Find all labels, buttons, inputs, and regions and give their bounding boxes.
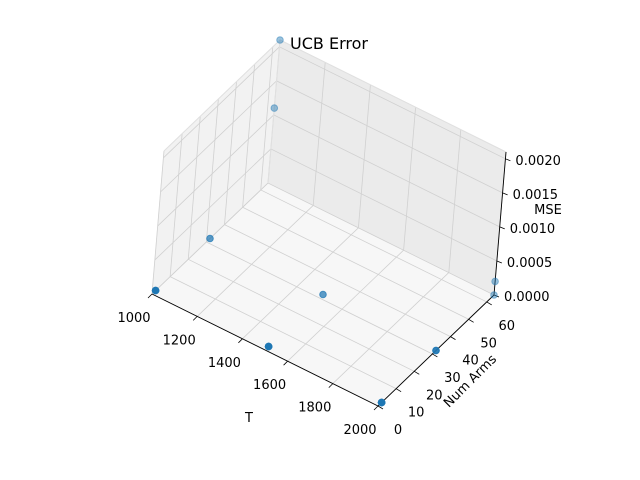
tick-label-x: 1400 <box>208 356 241 371</box>
data-point <box>490 291 498 299</box>
grid-line-z <box>279 46 506 160</box>
tick-label-y: 10 <box>408 406 425 421</box>
grid-line-x <box>358 84 371 228</box>
tick-label-z: 0.0000 <box>504 290 550 305</box>
tick-label-z: 0.0020 <box>515 154 561 169</box>
grid-line-x <box>312 62 326 206</box>
grid-line-z <box>154 148 272 261</box>
tick-x <box>192 316 198 321</box>
tick-label-x: 1600 <box>253 378 286 393</box>
tick-label-y: 50 <box>480 336 497 351</box>
grid-line-x <box>287 249 404 362</box>
grid-line-z <box>276 80 503 194</box>
grid-lines <box>151 39 507 407</box>
tick-z <box>496 260 503 264</box>
tick-y <box>414 370 420 375</box>
grid-line-y <box>169 276 397 390</box>
grid-line-y <box>260 189 487 303</box>
tick-y <box>377 405 384 410</box>
grid-line-y <box>224 81 237 225</box>
tick-label-y: 30 <box>444 371 461 386</box>
data-point <box>377 398 386 407</box>
tick-x <box>283 360 288 366</box>
x-axis-line <box>151 293 379 407</box>
data-point <box>276 36 284 44</box>
grid-line-z <box>163 46 280 159</box>
grid-line-y <box>206 241 433 355</box>
grid-line-x <box>242 227 359 340</box>
tick-y <box>450 336 456 340</box>
grid-line-x <box>196 205 314 317</box>
tick-label-x: 1000 <box>117 311 150 326</box>
grid-line-z <box>267 182 495 296</box>
data-point <box>264 342 273 351</box>
grid-line-y <box>188 258 415 372</box>
tick-y <box>432 353 438 358</box>
data-points <box>151 36 499 407</box>
tick-x <box>373 405 379 411</box>
x-axis-title: T <box>244 411 253 426</box>
grid-line-z <box>160 80 277 193</box>
grid-line-z <box>157 114 274 227</box>
data-point <box>151 286 160 295</box>
grid-line-x <box>332 272 450 384</box>
tick-label-y: 60 <box>498 319 515 334</box>
tick-label-x: 1200 <box>163 333 196 348</box>
data-point <box>206 234 214 243</box>
grid-line-y <box>260 46 274 190</box>
chart-title: UCB Error <box>290 34 368 53</box>
tick-x <box>328 383 334 388</box>
tick-z <box>493 294 500 298</box>
data-point <box>432 346 440 355</box>
tick-x <box>147 293 153 299</box>
tick-label-z: 0.0005 <box>507 256 553 271</box>
tick-label-y: 20 <box>426 388 443 403</box>
grid-line-z <box>273 114 500 228</box>
tick-label-z: 0.0015 <box>513 188 559 203</box>
grid-line-y <box>151 150 165 295</box>
data-point <box>491 277 499 286</box>
tick-y <box>486 301 492 306</box>
data-point <box>270 104 279 112</box>
pane-edge <box>267 39 281 184</box>
grid-line-y <box>224 224 451 337</box>
tick-label-y: 40 <box>462 354 479 369</box>
grid-line-y <box>187 116 201 260</box>
pane-edge <box>163 39 281 152</box>
tick-z <box>499 226 505 230</box>
tick-z <box>505 158 511 162</box>
grid-line-x <box>403 107 416 251</box>
z-axis-line <box>493 151 507 296</box>
tick-x <box>238 338 243 344</box>
tick-y <box>468 318 474 323</box>
grid-line-x <box>448 129 462 273</box>
pane-edge <box>279 39 507 153</box>
grid-line-y <box>205 98 219 243</box>
tick-label-x: 2000 <box>343 423 376 438</box>
data-point <box>319 290 327 299</box>
z-axis-title: MSE <box>534 203 562 218</box>
grid-line-y <box>242 206 469 320</box>
tick-y <box>395 388 402 392</box>
tick-z <box>502 192 508 196</box>
tick-label-y: 0 <box>394 423 402 438</box>
grid-line-y <box>169 133 183 277</box>
tick-label-x: 1800 <box>298 401 331 416</box>
tick-marks <box>147 158 511 411</box>
grid-line-y <box>242 64 256 208</box>
grid-line-z <box>270 148 498 262</box>
tick-label-z: 0.0010 <box>510 222 556 237</box>
